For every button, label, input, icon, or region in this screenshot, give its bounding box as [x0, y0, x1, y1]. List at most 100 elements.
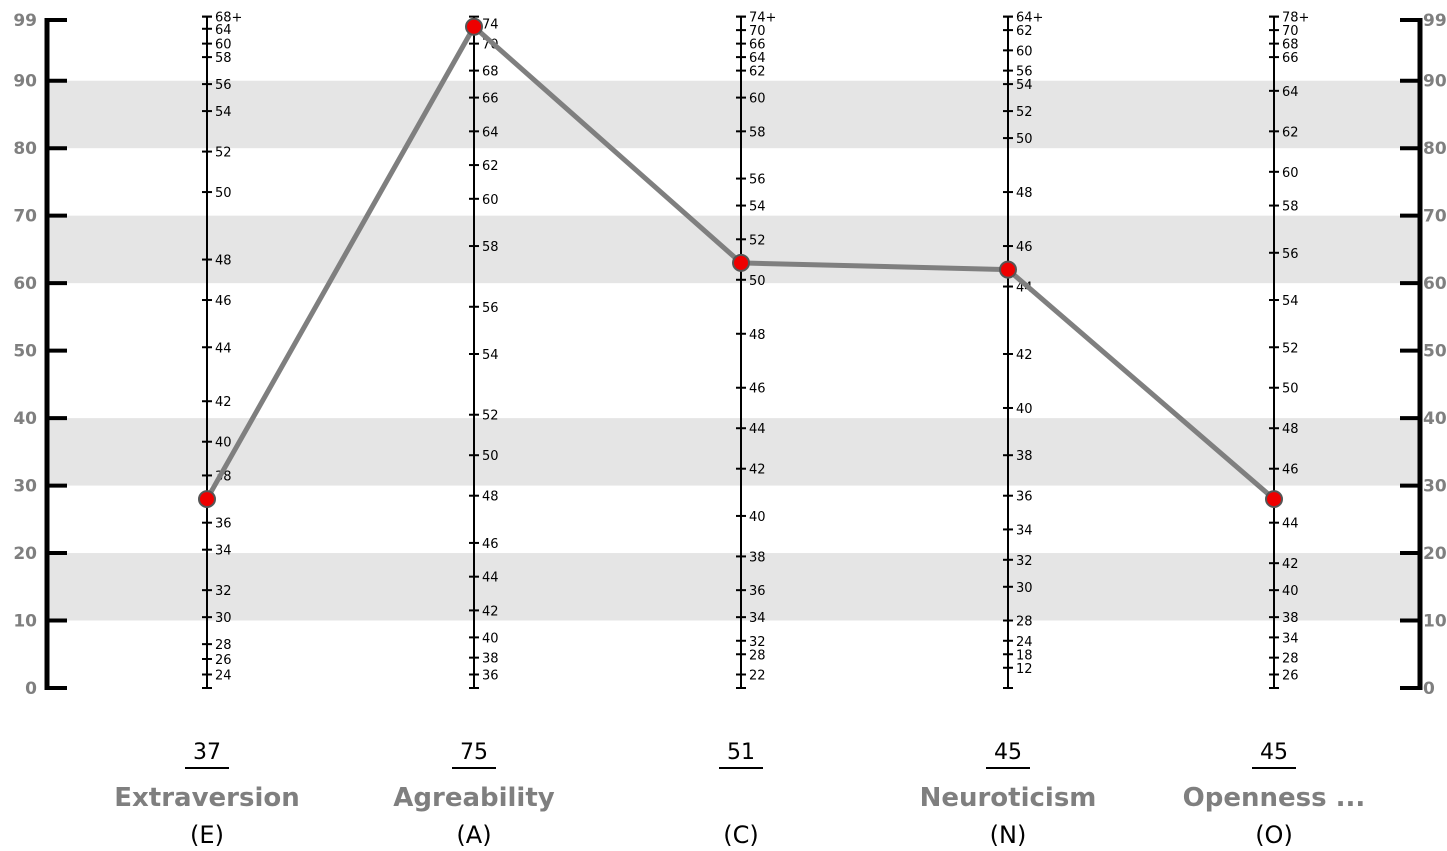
- trait-scales: 68+6460585654525048464442403836343230282…: [202, 11, 1309, 689]
- left-percentile-tick-label: 10: [13, 612, 37, 632]
- raw-score-tick-label: 32: [215, 584, 232, 599]
- profile-point: [1265, 490, 1283, 509]
- left-percentile-tick-label: 99: [13, 11, 37, 31]
- raw-score-tick-label: 36: [1016, 490, 1033, 505]
- trait-abbreviation: (E): [190, 821, 224, 849]
- raw-score-tick-label: 34: [1282, 631, 1299, 646]
- raw-score-tick-label: 12: [1016, 662, 1033, 677]
- raw-score-tick-label: 56: [1016, 65, 1033, 80]
- raw-score-tick-label: 36: [482, 669, 499, 684]
- trait-abbreviation: (N): [990, 821, 1027, 849]
- raw-score-tick-label: 66: [749, 38, 766, 53]
- raw-score-tick-label: 34: [1016, 523, 1033, 538]
- raw-score-tick-label: 70: [482, 38, 499, 53]
- raw-score-tick-label: 30: [215, 611, 232, 626]
- raw-score-tick-label: 40: [1282, 584, 1299, 599]
- raw-score-tick-label: 52: [1016, 105, 1033, 120]
- raw-score-tick-label: 42: [215, 395, 232, 410]
- raw-score-tick-label: 60: [1016, 44, 1033, 59]
- raw-score-tick-label: 40: [749, 510, 766, 525]
- raw-score-value: 45: [1260, 740, 1288, 765]
- raw-score-tick-label: 54: [215, 105, 232, 120]
- raw-score-tick-label: 28: [749, 648, 766, 663]
- raw-score-tick-label: 56: [482, 301, 499, 316]
- raw-score-tick-label: 38: [1016, 449, 1033, 464]
- raw-score-tick-label: 48: [1016, 186, 1033, 201]
- raw-score-tick-label: 56: [215, 78, 232, 93]
- percentile-axes: 0 10 20 30 40 50 60 70 80 90 99 0 10 20 30 40 50 60 70 80 90…: [13, 11, 1447, 699]
- raw-score-tick-label: 70: [749, 24, 766, 39]
- raw-score-tick-label: 48: [215, 254, 232, 269]
- right-percentile-tick-label: 0: [1423, 679, 1435, 699]
- raw-score-tick-label: 36: [749, 584, 766, 599]
- profile-point: [198, 490, 216, 509]
- raw-score-tick-label: 62: [1016, 24, 1033, 39]
- raw-score-tick-label: 66: [482, 92, 499, 107]
- raw-score-value: 75: [460, 740, 488, 765]
- left-percentile-tick-label: 90: [13, 72, 37, 92]
- raw-score-tick-label: 68+: [215, 11, 242, 26]
- raw-score-tick-label: 54: [749, 200, 766, 215]
- profile-point: [465, 17, 483, 36]
- raw-score-tick-label: 60: [1282, 166, 1299, 181]
- raw-score-tick-label: 56: [749, 173, 766, 188]
- raw-score-tick-label: 50: [1282, 382, 1299, 397]
- raw-score-tick-label: 62: [482, 159, 499, 174]
- right-percentile-tick-label: 40: [1423, 409, 1447, 429]
- trait-abbreviation: (O): [1255, 821, 1293, 849]
- raw-score-tick-label: 50: [1016, 132, 1033, 147]
- trait-name: Extraversion: [114, 783, 300, 813]
- raw-score-tick-label: 28: [1016, 615, 1033, 630]
- trait-name: Agreability: [393, 783, 555, 813]
- raw-score-tick-label: 32: [1016, 554, 1033, 569]
- left-percentile-tick-label: 70: [13, 207, 37, 227]
- raw-score-tick-label: 40: [482, 631, 499, 646]
- raw-score-value: 51: [727, 740, 755, 765]
- raw-score-tick-label: 30: [1016, 581, 1033, 596]
- raw-score-tick-label: 38: [1282, 611, 1299, 626]
- raw-score-tick-label: 64+: [1016, 11, 1043, 26]
- raw-score-tick-label: 50: [215, 186, 232, 201]
- raw-score-tick-label: 70: [1282, 24, 1299, 39]
- right-percentile-tick-label: 10: [1423, 612, 1447, 632]
- raw-score-tick-label: 46: [482, 537, 499, 552]
- raw-score-tick-label: 48: [749, 328, 766, 343]
- shaded-band: [47, 215, 1420, 284]
- raw-score-tick-label: 64: [215, 23, 232, 38]
- raw-score-tick-label: 34: [749, 611, 766, 626]
- right-percentile-tick-label: 50: [1423, 342, 1447, 362]
- right-percentile-tick-label: 99: [1423, 11, 1447, 31]
- raw-score-value: 45: [994, 740, 1022, 765]
- raw-score-tick-label: 64: [749, 51, 766, 66]
- raw-score-tick-label: 24: [1016, 635, 1033, 650]
- raw-score-tick-label: 40: [215, 436, 232, 451]
- trait-name: Openness ...: [1183, 783, 1366, 813]
- raw-score-tick-label: 18: [1016, 648, 1033, 663]
- right-percentile-tick-label: 90: [1423, 72, 1447, 92]
- raw-score-tick-label: 36: [215, 517, 232, 532]
- raw-score-tick-label: 42: [749, 463, 766, 478]
- left-percentile-tick-label: 30: [13, 477, 37, 497]
- shaded-band: [47, 418, 1420, 486]
- raw-score-tick-label: 42: [1016, 348, 1033, 363]
- raw-score-tick-label: 46: [1016, 240, 1033, 255]
- raw-score-tick-label: 52: [1282, 341, 1299, 356]
- profile-series: [198, 17, 1283, 509]
- raw-score-tick-label: 44: [482, 571, 499, 586]
- raw-score-tick-label: 40: [1016, 402, 1033, 417]
- trait-abbreviation: (C): [723, 821, 758, 849]
- raw-score-tick-label: 44: [1282, 517, 1299, 532]
- shaded-band: [47, 80, 1420, 149]
- raw-score-tick-label: 52: [215, 146, 232, 161]
- raw-score-tick-label: 50: [482, 449, 499, 464]
- raw-score-tick-label: 52: [749, 233, 766, 248]
- raw-score-tick-label: 42: [1282, 557, 1299, 572]
- raw-score-tick-label: 52: [482, 409, 499, 424]
- raw-score-tick-label: 32: [749, 635, 766, 650]
- right-percentile-tick-label: 60: [1423, 274, 1447, 294]
- right-percentile-tick-label: 80: [1423, 139, 1447, 159]
- raw-score-tick-label: 24: [215, 669, 232, 684]
- raw-score-tick-label: 60: [482, 193, 499, 208]
- trait-name: Neuroticism: [920, 783, 1097, 813]
